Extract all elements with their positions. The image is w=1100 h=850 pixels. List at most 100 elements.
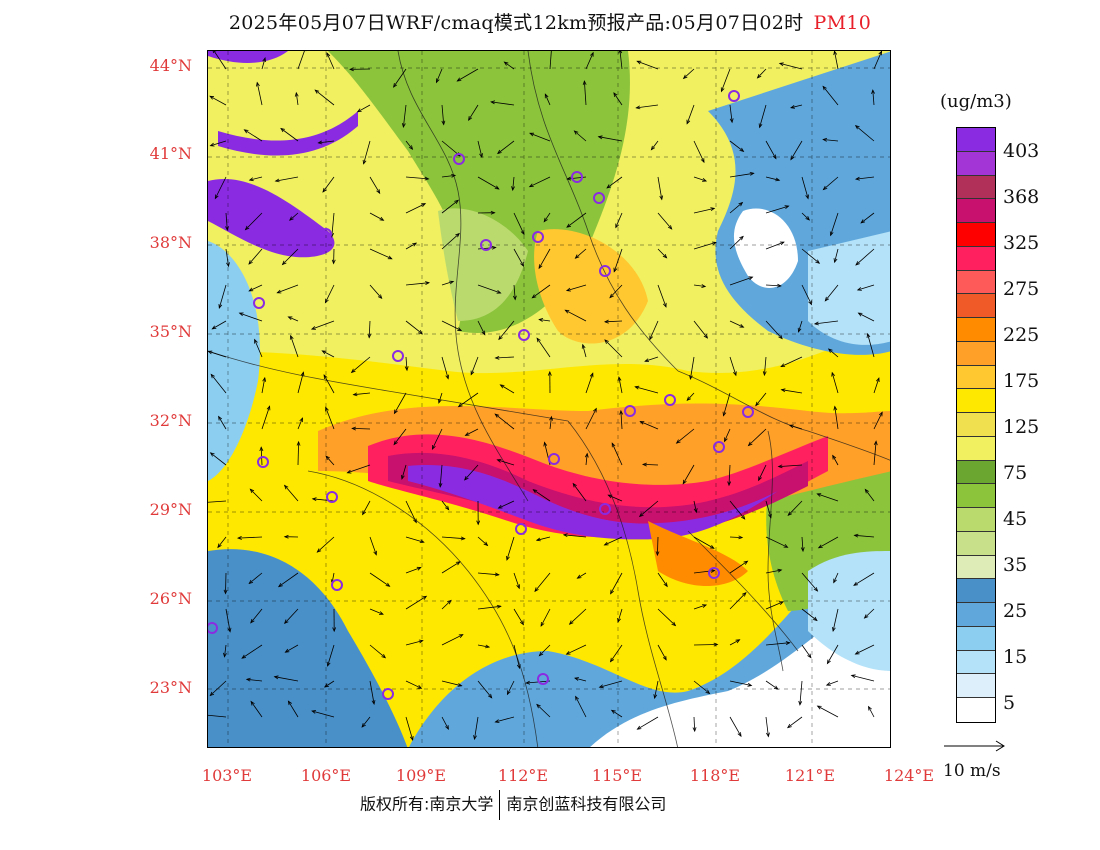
- wind-vector: [322, 176, 335, 193]
- copyright-footer: 版权所有:南京大学 南京创蓝科技有限公司: [360, 790, 666, 820]
- southeast-orange: [648, 521, 748, 586]
- legend-tick-label: 5: [1003, 692, 1016, 714]
- wind-vector: [787, 500, 803, 517]
- wind-vector: [250, 700, 263, 718]
- wind-vector: [294, 91, 299, 106]
- legend-cell: [957, 555, 995, 580]
- wind-vector: [824, 284, 839, 302]
- legend-cell: [957, 270, 995, 295]
- footer-copyright: 版权所有:南京大学: [360, 794, 494, 814]
- wind-vector: [401, 464, 407, 480]
- wind-vector: [650, 140, 659, 151]
- legend-cell: [957, 199, 995, 223]
- wind-vector: [284, 644, 299, 653]
- lon-label-109: 109°E: [395, 766, 447, 785]
- wind-vector: [405, 595, 428, 610]
- wind-vector: [693, 140, 705, 164]
- lat-label-29: 29°N: [149, 500, 192, 519]
- wind-vector: [209, 140, 227, 147]
- wind-vector: [765, 568, 783, 574]
- city-marker: [713, 441, 725, 453]
- wind-vector: [613, 92, 623, 106]
- wind-vector: [496, 459, 515, 466]
- bohai-white: [733, 208, 798, 288]
- wind-vector: [369, 212, 385, 221]
- wind-vector: [765, 641, 791, 646]
- city-marker: [392, 350, 404, 362]
- title-variable: PM10: [813, 12, 872, 34]
- wind-vector: [361, 716, 371, 728]
- wind-vector: [476, 500, 481, 526]
- dark-red-band: [388, 452, 808, 533]
- wind-vector: [498, 320, 515, 341]
- wind-vector: [513, 644, 521, 670]
- title-text: 2025年05月07日WRF/cmaq模式12km预报产品:05月07日02时: [228, 12, 804, 34]
- wind-vector: [369, 536, 377, 556]
- legend-tick-label: 25: [1003, 600, 1028, 622]
- wind-vector: [790, 140, 803, 161]
- wind-vector: [780, 388, 803, 394]
- city-marker: [742, 406, 754, 418]
- wind-vector: [638, 500, 659, 518]
- wind-vector: [369, 248, 393, 260]
- legend-cell: [957, 389, 995, 413]
- wind-vector: [857, 312, 875, 322]
- wind-vector: [649, 320, 659, 341]
- wind-vector: [325, 455, 335, 466]
- wind-vector: [574, 248, 587, 259]
- wind-reference-arrow: [942, 738, 1008, 757]
- wind-vector: [218, 284, 227, 309]
- wind-vector: [369, 608, 384, 615]
- wind-vector: [871, 89, 875, 106]
- wind-vector: [297, 371, 305, 394]
- wind-vector: [261, 56, 266, 70]
- pm10-forecast-map[interactable]: [207, 50, 891, 748]
- wind-vector: [693, 207, 716, 214]
- wind-vector: [314, 89, 335, 106]
- wind-vector: [729, 276, 754, 286]
- wind-vector: [611, 442, 623, 466]
- wind-vector: [855, 248, 875, 266]
- wind-vector: [535, 536, 551, 542]
- wind-vector: [296, 440, 301, 466]
- wind-vector: [610, 572, 623, 595]
- wind-vector: [686, 104, 695, 125]
- wind-vector: [675, 428, 695, 444]
- wind-vector: [441, 280, 455, 286]
- wind-vector: [214, 176, 227, 200]
- wind-vector: [441, 599, 452, 610]
- wind-vector: [310, 320, 335, 330]
- wind-vector: [572, 482, 587, 502]
- wind-vector: [249, 488, 263, 502]
- legend-tick-label: 175: [1003, 370, 1040, 392]
- purple-peak-band: [408, 465, 778, 540]
- legend-tick-label: 15: [1003, 646, 1028, 668]
- wind-vector: [324, 284, 335, 304]
- wind-vector: [575, 695, 587, 718]
- wind-vector: [346, 464, 371, 474]
- wind-vector: [497, 500, 515, 509]
- legend-cell: [957, 674, 995, 698]
- wind-vector: [854, 125, 875, 142]
- city-marker: [453, 153, 465, 165]
- legend-cell: [957, 365, 995, 390]
- wind-vector: [653, 680, 659, 700]
- wind-vector: [534, 572, 551, 593]
- wind-vector: [720, 68, 731, 93]
- wind-vector: [238, 312, 263, 322]
- wind-vector: [801, 176, 809, 200]
- wind-vector: [528, 176, 551, 188]
- city-marker: [518, 329, 530, 341]
- legend-tick-label: 275: [1003, 278, 1040, 300]
- wind-vector: [497, 140, 515, 155]
- wind-vector: [756, 68, 767, 79]
- lon-label-103: 103°E: [201, 766, 253, 785]
- wind-vector: [547, 370, 552, 394]
- wind-vector: [225, 248, 230, 268]
- wind-vector: [549, 415, 553, 430]
- wind-vector: [248, 284, 263, 292]
- city-marker: [320, 228, 332, 240]
- wind-vector: [636, 716, 659, 730]
- wind-vector: [248, 176, 263, 182]
- wind-vector: [566, 212, 587, 228]
